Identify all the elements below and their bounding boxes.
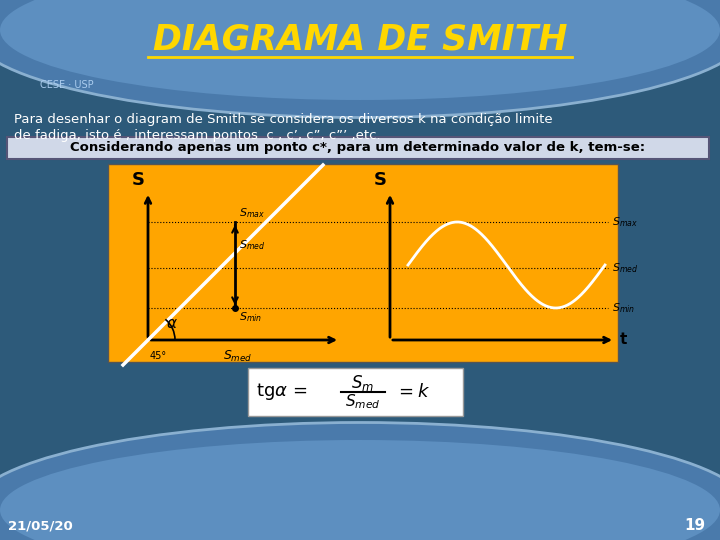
Text: CESE · USP: CESE · USP	[40, 80, 94, 90]
Text: $S_{min}$: $S_{min}$	[612, 301, 635, 315]
Ellipse shape	[0, 0, 720, 118]
Text: $\alpha$: $\alpha$	[166, 316, 178, 332]
Text: $S_{med}$: $S_{med}$	[612, 261, 639, 275]
Text: $S_{med}$: $S_{med}$	[346, 393, 381, 411]
Text: $S_m$: $S_m$	[351, 373, 374, 393]
Text: $S_{med}$: $S_{med}$	[239, 238, 266, 252]
Text: 19: 19	[685, 518, 706, 534]
Bar	[108, 164, 618, 362]
Text: $S_{med}$: $S_{med}$	[223, 349, 253, 364]
Text: $S_{max}$: $S_{max}$	[239, 206, 265, 220]
Ellipse shape	[0, 0, 720, 100]
Bar	[248, 368, 463, 416]
Ellipse shape	[0, 440, 720, 540]
Text: de fadiga, isto é , interessam pontos  c , c’, c”, c”’ ,etc.: de fadiga, isto é , interessam pontos c …	[14, 130, 381, 143]
Ellipse shape	[0, 422, 720, 540]
Text: $S_{max}$: $S_{max}$	[612, 215, 638, 229]
Text: DIAGRAMA DE SMITH: DIAGRAMA DE SMITH	[153, 23, 567, 57]
Text: S: S	[132, 171, 145, 189]
Text: Considerando apenas um ponto c*, para um determinado valor de k, tem-se:: Considerando apenas um ponto c*, para um…	[71, 141, 646, 154]
Text: tg$\alpha$ =: tg$\alpha$ =	[256, 381, 307, 402]
Text: t: t	[620, 333, 627, 348]
FancyBboxPatch shape	[7, 137, 709, 159]
Text: $S_{min}$: $S_{min}$	[239, 310, 262, 324]
Text: $= k$: $= k$	[395, 383, 430, 401]
Text: 45°: 45°	[150, 351, 167, 361]
Text: 21/05/20: 21/05/20	[8, 519, 73, 532]
Text: Para desenhar o diagram de Smith se considera os diversos k na condição limite: Para desenhar o diagram de Smith se cons…	[14, 113, 553, 126]
Text: S: S	[374, 171, 387, 189]
